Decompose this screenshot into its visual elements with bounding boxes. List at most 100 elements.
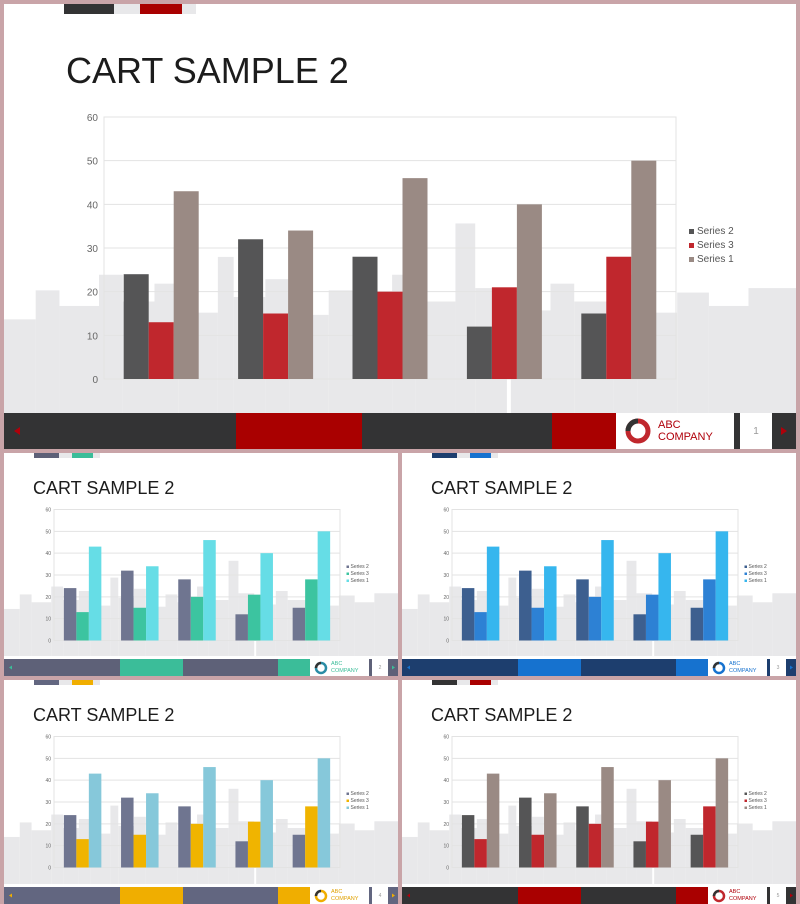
bar-series-3-5: [703, 806, 716, 868]
next-arrow-icon[interactable]: [786, 659, 796, 676]
bar-series-2-4: [466, 326, 492, 379]
bar-series-1-1: [173, 191, 199, 379]
bar-series-2-1: [123, 274, 149, 379]
page-number: 4: [372, 887, 388, 904]
y-tick-label: 0: [446, 639, 449, 645]
bar-series-1-4: [260, 780, 273, 868]
legend-label: Series 1: [351, 578, 370, 584]
next-arrow-icon[interactable]: [388, 659, 398, 676]
next-arrow-icon[interactable]: [772, 413, 796, 449]
y-tick-label: 30: [443, 573, 449, 579]
bar-series-3-4: [645, 594, 659, 641]
bar-series-2-5: [292, 834, 306, 868]
footer-color-segment: [120, 659, 183, 676]
company-name-line1: ABC: [331, 889, 343, 896]
company-name-line1: ABC: [658, 418, 681, 431]
bar-series-2-5: [292, 607, 306, 641]
top-color-strip: [34, 453, 100, 458]
slide-main[interactable]: CART SAMPLE 2 0 10 20 30 40 50 60 Series 2 Series…: [4, 4, 796, 449]
bar-series-1-3: [203, 540, 216, 641]
slide-yellow[interactable]: CART SAMPLE 2 0 10 20 30 40 50 60 Series 2 Series…: [4, 680, 398, 904]
footer-color-segment: [676, 887, 708, 904]
bar-series-1-5: [317, 758, 331, 868]
bar-series-2-5: [690, 607, 704, 641]
bar-series-2-4: [633, 614, 646, 641]
page-number: 1: [740, 413, 772, 449]
next-arrow-icon[interactable]: [388, 887, 398, 904]
legend-label: Series 2: [749, 791, 768, 797]
bar-series-2-1: [63, 815, 77, 868]
bar-series-2-3: [576, 579, 589, 641]
page-number: 2: [372, 659, 388, 676]
footer-color-segment: [183, 887, 278, 904]
y-tick-label: 30: [443, 800, 449, 806]
legend-label: Series 1: [749, 805, 768, 811]
bar-series-1-5: [631, 160, 657, 379]
bar-series-3-5: [703, 579, 716, 641]
bar-series-3-5: [305, 579, 318, 641]
slide-teal[interactable]: CART SAMPLE 2 0 10 20 30 40 50 60 Series 2 Series…: [4, 453, 398, 676]
bar-series-1-5: [317, 531, 331, 641]
bar-series-3-5: [305, 806, 318, 868]
bar-series-2-5: [690, 834, 704, 868]
footer-color-segment: [278, 887, 310, 904]
bar-series-1-4: [658, 780, 671, 868]
bar-series-3-1: [76, 839, 89, 868]
y-tick-label: 20: [443, 822, 449, 828]
footer-separator: [369, 659, 372, 676]
legend-label: Series 3: [351, 571, 370, 577]
y-tick-label: 40: [443, 551, 449, 557]
legend-label: Series 3: [749, 571, 768, 577]
bar-series-3-1: [474, 839, 487, 868]
company-name-line2: COMPANY: [331, 895, 359, 902]
y-tick-label: 60: [443, 508, 449, 514]
y-tick-label: 20: [443, 595, 449, 601]
footer-color-segment: [278, 659, 310, 676]
legend-swatch: [689, 257, 694, 262]
bar-series-1-2: [146, 793, 159, 868]
y-tick-label: 10: [45, 617, 51, 623]
legend-swatch: [744, 572, 747, 575]
bar-series-2-2: [519, 797, 532, 868]
company-name-line1: ABC: [729, 661, 741, 668]
footer-color-segment: [415, 887, 518, 904]
bar-series-2-3: [576, 806, 589, 868]
logo-ring-icon: [712, 889, 726, 902]
bar-series-1-3: [601, 540, 614, 641]
legend-swatch: [744, 565, 747, 568]
prev-arrow-icon[interactable]: [402, 659, 415, 676]
company-name-line1: ABC: [331, 661, 343, 668]
logo-ring-icon: [712, 661, 726, 674]
legend-swatch: [346, 799, 349, 802]
prev-arrow-icon[interactable]: [4, 659, 17, 676]
slide-red[interactable]: CART SAMPLE 2 0 10 20 30 40 50 60 Series 2 Series…: [402, 680, 796, 904]
slide-title: CART SAMPLE 2: [431, 478, 573, 498]
y-tick-label: 30: [45, 800, 51, 806]
bar-series-2-2: [238, 239, 264, 379]
footer-color-segment: [17, 659, 120, 676]
prev-arrow-icon[interactable]: [402, 887, 415, 904]
company-name-line2: COMPANY: [658, 431, 713, 443]
slide-footer-bar: ABC COMPANY 5: [402, 887, 796, 904]
prev-arrow-icon[interactable]: [4, 887, 17, 904]
bar-series-2-4: [235, 614, 248, 641]
bar-series-1-2: [288, 230, 314, 379]
footer-color-segment: [236, 413, 362, 449]
legend-swatch: [744, 579, 747, 582]
bar-series-1-2: [544, 566, 557, 641]
slide-blue[interactable]: CART SAMPLE 2 0 10 20 30 40 50 60 Series 2 Series…: [402, 453, 796, 676]
prev-arrow-icon[interactable]: [4, 413, 30, 449]
bar-series-3-3: [190, 823, 204, 868]
bar-series-2-1: [461, 815, 475, 868]
legend-label: Series 1: [697, 254, 734, 265]
next-arrow-icon[interactable]: [786, 887, 796, 904]
legend-swatch: [744, 799, 747, 802]
bar-series-3-3: [377, 291, 403, 379]
bar-series-3-5: [606, 256, 632, 379]
y-tick-label: 50: [87, 157, 99, 168]
slide-title: CART SAMPLE 2: [33, 705, 175, 725]
bar-series-3-3: [588, 596, 602, 641]
legend-label: Series 3: [697, 240, 734, 251]
footer-color-segment: [30, 413, 236, 449]
bar-series-1-4: [260, 553, 273, 641]
